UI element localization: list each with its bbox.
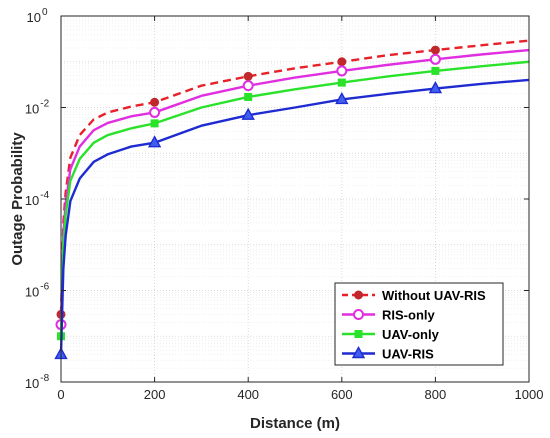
data-point: [337, 57, 347, 67]
data-point: [242, 80, 254, 92]
legend-marker: [351, 346, 366, 359]
x-axis-label: Distance (m): [250, 415, 340, 432]
y-tick-label: 10-6: [25, 282, 50, 300]
y-tick-exponent: -2: [40, 99, 49, 110]
legend: Without UAV-RIS RIS-only UAV-only UAV-RIS: [334, 282, 504, 366]
series-group: [54, 39, 530, 360]
data-point: [336, 65, 348, 77]
legend-item-2: UAV-only: [342, 327, 440, 342]
y-tick-base: 10: [25, 376, 39, 391]
y-tick-base: 10: [26, 10, 40, 25]
data-point: [337, 78, 346, 87]
y-tick-exponent: -4: [40, 190, 49, 201]
data-point: [335, 91, 349, 105]
y-tick-exponent: -6: [40, 282, 49, 293]
y-tick-label: 10-4: [25, 190, 50, 208]
data-point: [150, 97, 160, 107]
y-tick-exponent: -8: [40, 373, 49, 384]
legend-box: [334, 282, 504, 366]
y-tick-label: 10-8: [25, 373, 50, 391]
y-tick-base: 10: [25, 285, 39, 300]
legend-item-3: UAV-RIS: [342, 346, 434, 362]
data-point: [431, 66, 440, 75]
legend-marker: [354, 290, 363, 300]
x-tick-label: 400: [237, 387, 259, 402]
legend-marker: [353, 309, 364, 320]
data-point: [428, 81, 443, 94]
x-tick-label: 600: [331, 387, 353, 402]
data-point: [430, 45, 440, 55]
data-point: [244, 92, 253, 101]
y-tick-label: 100: [26, 7, 47, 25]
data-point: [147, 135, 162, 148]
legend-label: UAV-RIS: [382, 347, 434, 362]
data-point: [243, 71, 253, 81]
legend-label: Without UAV-RIS: [382, 288, 486, 303]
data-point: [149, 106, 161, 118]
legend-marker: [354, 330, 363, 338]
legend-item-0: Without UAV-RIS: [342, 288, 486, 303]
data-point: [150, 119, 159, 128]
y-tick-base: 10: [25, 193, 39, 208]
y-axis-label: Outage Probability: [9, 132, 26, 266]
legend-label: RIS-only: [382, 308, 435, 323]
legend-item-1: RIS-only: [342, 308, 435, 323]
y-tick-exponent: 0: [42, 7, 48, 18]
x-tick-label: 200: [144, 387, 166, 402]
data-point: [429, 53, 441, 65]
y-tick-base: 10: [25, 102, 39, 117]
x-tick-label: 800: [425, 387, 447, 402]
x-tick-label: 1000: [515, 387, 544, 402]
legend-label: UAV-only: [382, 327, 440, 342]
x-tick-label: 0: [57, 387, 64, 402]
data-point: [241, 107, 255, 120]
y-tick-label: 10-2: [25, 99, 50, 117]
